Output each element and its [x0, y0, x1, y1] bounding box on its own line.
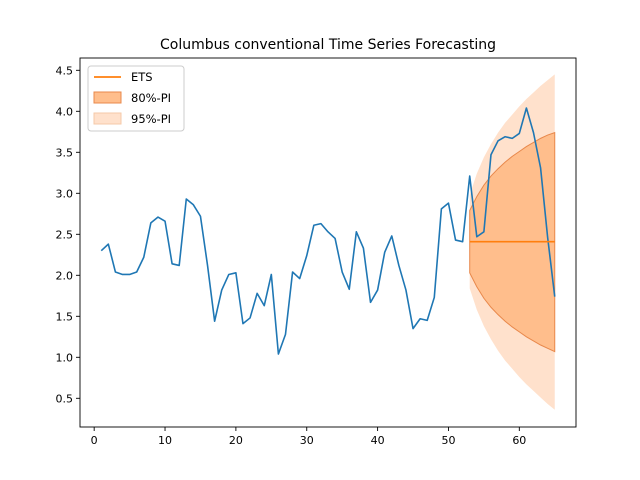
legend-swatch-80-pi — [93, 91, 122, 104]
y-tick-label: 2.0 — [56, 269, 74, 282]
y-tick-label: 4.0 — [56, 105, 74, 118]
y-tick-label: 3.0 — [56, 187, 74, 200]
y-tick-label: 4.5 — [56, 64, 74, 77]
axes-frame — [79, 57, 577, 428]
x-tick-label: 30 — [300, 434, 314, 447]
x-tick-label: 60 — [512, 434, 526, 447]
chart-title: Columbus conventional Time Series Foreca… — [160, 37, 496, 53]
legend-label-80-pi: 80%-PI — [131, 91, 171, 105]
legend-label-95-pi: 95%-PI — [131, 112, 171, 126]
y-tick-label: 2.5 — [56, 228, 74, 241]
legend-swatch-95-pi — [93, 112, 122, 125]
y-tick-label: 1.5 — [56, 310, 74, 323]
y-tick-label: 1.0 — [56, 351, 74, 364]
observed-series-line — [100, 107, 556, 355]
axes: 0 10 20 30 40 50 60 0.5 1.0 1.5 2.0 2.5 3.0 3.5 4.0 4.5 — [56, 57, 577, 447]
x-tick-label: 40 — [371, 434, 385, 447]
y-tick-label: 0.5 — [56, 392, 74, 405]
x-tick-label: 10 — [158, 434, 172, 447]
plot-area — [100, 74, 556, 410]
legend-label-ets: ETS — [131, 70, 153, 84]
y-tick-label: 3.5 — [56, 146, 74, 159]
x-tick-label: 0 — [91, 434, 98, 447]
x-tick-label: 20 — [229, 434, 243, 447]
legend: ETS 80%-PI 95%-PI — [87, 65, 185, 132]
x-tick-label: 50 — [441, 434, 455, 447]
